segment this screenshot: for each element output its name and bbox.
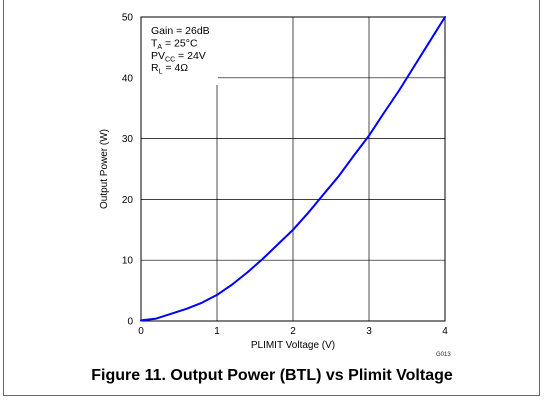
plot-border	[140, 16, 446, 322]
y-tick-label: 30	[122, 134, 134, 145]
condition-value: = 4Ω	[163, 62, 189, 74]
condition-label: Gain = 26dB	[151, 25, 210, 37]
condition-label: TA = 25°C	[151, 37, 198, 51]
condition-subscript: L	[159, 69, 163, 76]
condition-label: RL = 4Ω	[151, 62, 188, 76]
y-tick-label: 0	[127, 317, 133, 328]
condition-subscript: CC	[165, 56, 175, 63]
y-tick-label: 10	[122, 256, 134, 267]
condition-symbol: R	[151, 62, 159, 74]
condition-label: PVCC = 24V	[151, 50, 206, 64]
x-tick-label: 4	[442, 326, 448, 337]
x-tick-label: 2	[290, 326, 296, 337]
y-tick-label: 40	[122, 73, 134, 84]
condition-symbol: PV	[151, 50, 165, 62]
y-axis-title: Output Power (W)	[99, 129, 110, 209]
figure-caption: Figure 11. Output Power (BTL) vs Plimit …	[91, 367, 453, 384]
condition-value: = 25°C	[162, 37, 198, 49]
x-tick-label: 0	[138, 326, 144, 337]
frame-left-border	[3, 0, 4, 396]
condition-value: = 24V	[175, 50, 206, 62]
x-axis-title: PLIMIT Voltage (V)	[251, 340, 335, 351]
figure-code: G013	[436, 352, 451, 358]
y-tick-label: 50	[122, 13, 134, 24]
frame-right-border	[539, 0, 540, 396]
x-tick-label: 3	[366, 326, 372, 337]
y-tick-label: 20	[122, 195, 134, 206]
output-power-series-line	[140, 16, 446, 322]
condition-symbol: T	[151, 37, 158, 49]
condition-subscript: A	[157, 44, 162, 51]
x-tick-label: 1	[214, 326, 220, 337]
frame-bottom-border	[3, 395, 540, 396]
